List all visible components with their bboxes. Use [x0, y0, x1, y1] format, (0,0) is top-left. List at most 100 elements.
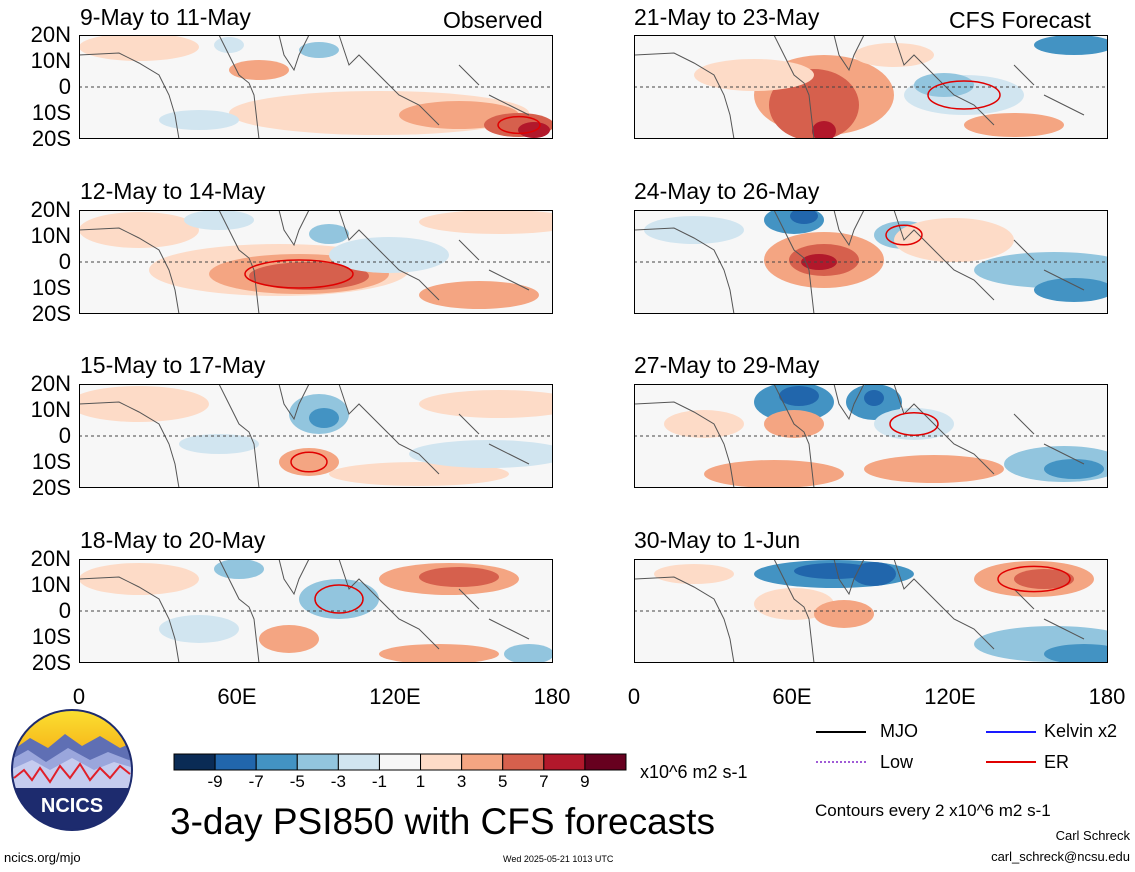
- coastline: [634, 35, 1085, 139]
- er-contour: [244, 259, 354, 289]
- anomaly-region: [79, 386, 209, 422]
- er-contour: [927, 80, 1001, 110]
- anomaly-region: [309, 408, 339, 428]
- x-tick-right-180: 180: [1088, 684, 1126, 709]
- panel-frame: [79, 35, 553, 139]
- panel-frame: [79, 210, 553, 314]
- x-tick-left-180: 180: [533, 684, 571, 709]
- anomaly-region: [79, 35, 199, 61]
- anomaly-region: [419, 567, 499, 587]
- panel-frame: [634, 384, 1108, 488]
- y-tick-row2-0: 20N: [30, 197, 71, 222]
- anomaly-region: [419, 281, 539, 309]
- author: Carl Schreck: [1055, 828, 1130, 843]
- colorbar-tick-label: -5: [289, 772, 305, 791]
- colorbar-tick-label: -7: [248, 772, 264, 791]
- legend-er: ER: [1044, 752, 1070, 772]
- y-tick-row1-3: 10S: [31, 100, 71, 125]
- colorbar-swatch: [214, 753, 257, 771]
- panel-title-right-1: 21-May to 23-May: [634, 4, 820, 30]
- anomaly-region: [329, 237, 449, 273]
- x-tick-right-60e: 60E: [772, 684, 812, 709]
- colorbar-tick-label: 9: [580, 772, 590, 791]
- mjo-line-swatch: [816, 731, 866, 733]
- colorbar-swatch: [584, 753, 627, 771]
- colorbar-swatch: [173, 753, 216, 771]
- colorbar-swatch: [420, 753, 463, 771]
- y-tick-row1-4: 20S: [31, 126, 71, 151]
- timestamp: Wed 2025-05-21 1013 UTC: [503, 854, 614, 864]
- colorbar-tick-label: 1: [415, 772, 426, 791]
- anomaly-region: [504, 644, 553, 663]
- anomaly-region: [694, 59, 814, 91]
- y-tick-row2-2: 0: [58, 249, 71, 274]
- anomaly-region: [854, 43, 934, 67]
- y-tick-row3-2: 0: [58, 423, 71, 448]
- y-tick-row4-3: 10S: [31, 624, 71, 649]
- coastline: [79, 384, 530, 488]
- map-panel-right-3: [634, 384, 1108, 488]
- y-tick-row4-2: 0: [58, 598, 71, 623]
- y-tick-row4-4: 20S: [31, 650, 71, 675]
- ncics-logo: NCICS: [11, 709, 133, 831]
- colorbar-tick-label: 5: [497, 772, 508, 791]
- y-tick-row4-1: 10N: [30, 572, 71, 597]
- anomaly-region: [1034, 35, 1108, 55]
- anomaly-region: [159, 615, 239, 643]
- panel-frame: [79, 559, 553, 663]
- colorbar-swatch: [255, 753, 298, 771]
- anomaly-region: [874, 408, 954, 440]
- anomaly-region: [79, 563, 199, 595]
- coastline: [79, 210, 530, 314]
- anomaly-region: [852, 562, 896, 586]
- coastline: [79, 559, 530, 663]
- er-contour: [997, 565, 1071, 593]
- y-tick-row1-0: 20N: [30, 22, 71, 47]
- anomaly-region: [299, 42, 339, 58]
- main-title: 3-day PSI850 with CFS forecasts: [170, 801, 715, 842]
- kelvin-line-swatch: [986, 731, 1036, 733]
- panel-title-left-1: 9-May to 11-May: [80, 4, 251, 30]
- y-tick-row1-2: 0: [58, 74, 71, 99]
- colorbar-swatch: [337, 753, 380, 771]
- panel-frame: [634, 210, 1108, 314]
- anomaly-region: [159, 110, 239, 130]
- coastline: [634, 210, 1085, 314]
- anomaly-region: [1014, 569, 1074, 589]
- x-tick-left-0: 0: [72, 684, 86, 709]
- colorbar-tick-label: -9: [207, 772, 223, 791]
- anomaly-region: [704, 460, 844, 488]
- colorbar-tick-label: -1: [371, 772, 388, 791]
- y-tick-row3-3: 10S: [31, 449, 71, 474]
- panel-title-right-3: 27-May to 29-May: [634, 352, 820, 378]
- coastline: [79, 35, 530, 139]
- site-url: ncics.org/mjo: [4, 850, 81, 865]
- er-contour: [889, 412, 939, 436]
- er-contour: [314, 584, 364, 614]
- anomaly-region: [1044, 644, 1108, 663]
- anomaly-region: [664, 410, 744, 438]
- anomaly-region: [790, 210, 818, 224]
- map-panel-right-1: [634, 35, 1108, 139]
- anomaly-region: [801, 254, 837, 270]
- x-tick-right-0: 0: [627, 684, 641, 709]
- anomaly-region: [79, 212, 199, 248]
- coastline: [634, 559, 1085, 663]
- colorbar-tick-label: 7: [539, 772, 549, 791]
- coastline: [634, 384, 1085, 488]
- anomaly-region: [214, 559, 264, 579]
- panel-title-right-4: 30-May to 1-Jun: [634, 527, 801, 553]
- y-tick-row2-3: 10S: [31, 275, 71, 300]
- cfs-forecast-label: CFS Forecast: [949, 7, 1091, 33]
- panel-title-right-2: 24-May to 26-May: [634, 178, 820, 204]
- anomaly-region: [964, 113, 1064, 137]
- anomaly-region: [814, 600, 874, 628]
- legend-kelvin: Kelvin x2: [1044, 721, 1118, 741]
- anomaly-region: [184, 210, 254, 230]
- anomaly-region: [894, 218, 1014, 262]
- x-tick-left-120e: 120E: [369, 684, 421, 709]
- map-panel-right-4: [634, 559, 1108, 663]
- map-panel-left-2: [79, 210, 553, 314]
- observed-label: Observed: [443, 7, 543, 33]
- anomaly-region: [654, 564, 734, 584]
